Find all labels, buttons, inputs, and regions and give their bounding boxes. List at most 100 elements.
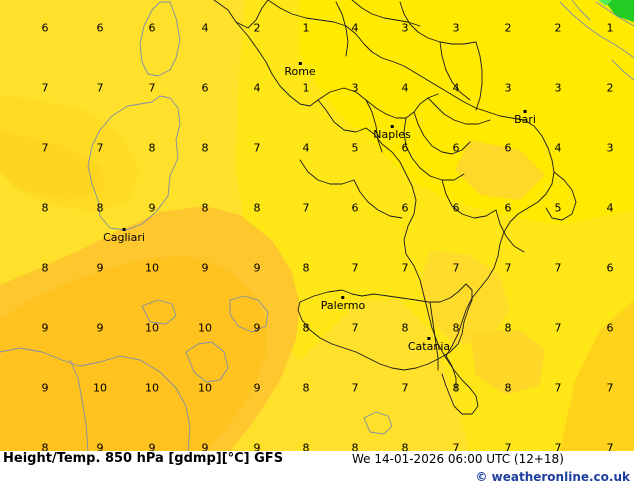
corsica-coastline bbox=[139, 1, 181, 77]
coastline-border-layer bbox=[0, 0, 634, 451]
tunisia-border-west bbox=[69, 359, 89, 451]
temperature-value: 4 bbox=[351, 21, 359, 35]
island-shape-b bbox=[141, 299, 177, 325]
temperature-value: 4 bbox=[554, 141, 562, 155]
small-island-north-africa bbox=[229, 295, 269, 333]
temperature-value: 8 bbox=[401, 321, 409, 335]
balkan-coast-4 bbox=[611, 59, 634, 81]
copyright-credit: © weatheronline.co.uk bbox=[475, 470, 630, 484]
po-river-line bbox=[335, 1, 349, 57]
temperature-value: 10 bbox=[198, 321, 212, 335]
temperature-value: 6 bbox=[606, 261, 614, 275]
temperature-value: 2 bbox=[606, 81, 614, 95]
region-border-basilicata bbox=[441, 179, 497, 219]
region-border-campania bbox=[353, 179, 403, 219]
temperature-value: 7 bbox=[606, 441, 614, 452]
temperature-value: 7 bbox=[351, 381, 359, 395]
temperature-value: 6 bbox=[148, 21, 156, 35]
tunisia-coastline bbox=[0, 347, 191, 451]
temperature-value: 7 bbox=[401, 381, 409, 395]
region-border-puglia bbox=[495, 209, 525, 253]
temperature-value: 6 bbox=[96, 21, 104, 35]
shade-cold-green bbox=[604, 0, 634, 22]
temperature-value: 1 bbox=[606, 21, 614, 35]
temperature-value: 6 bbox=[401, 141, 409, 155]
balkan-coast-3 bbox=[571, 0, 591, 21]
temperature-value: 10 bbox=[93, 381, 107, 395]
temperature-value: 8 bbox=[41, 201, 49, 215]
cap-bon bbox=[185, 341, 229, 383]
weather-map[interactable]: 6 6 6 4 2 1 4 3 3 2 2 1 7 7 7 6 4 1 3 4 4 3 3 2 7 7 8 8 7 4 5 6 6 6 4 3 8 8 9 8… bbox=[0, 0, 634, 451]
temperature-value: 9 bbox=[201, 261, 209, 275]
temperature-value: 8 bbox=[96, 201, 104, 215]
temperature-value: 8 bbox=[504, 321, 512, 335]
calabria-toe bbox=[441, 373, 479, 415]
temperature-value: 9 bbox=[41, 321, 49, 335]
temperature-value: 10 bbox=[145, 321, 159, 335]
temperature-value: 7 bbox=[554, 321, 562, 335]
temperature-value: 2 bbox=[554, 21, 562, 35]
model-run-info: We 14-01-2026 06:00 UTC (12+18) bbox=[352, 452, 564, 466]
temperature-value: 8 bbox=[351, 441, 359, 452]
island-shape-c bbox=[363, 411, 393, 435]
temperature-value: 6 bbox=[201, 81, 209, 95]
temperature-value: 9 bbox=[41, 381, 49, 395]
shade-band-central bbox=[300, 0, 634, 225]
temperature-value: 4 bbox=[606, 201, 614, 215]
temperature-value: 7 bbox=[302, 201, 310, 215]
temperature-value: 7 bbox=[452, 261, 460, 275]
temperature-value: 8 bbox=[201, 201, 209, 215]
temperature-value: 8 bbox=[452, 381, 460, 395]
temperature-value: 8 bbox=[253, 201, 261, 215]
tuscany-coast bbox=[235, 21, 319, 107]
shade-warm-east bbox=[420, 250, 510, 345]
temperature-value: 9 bbox=[253, 261, 261, 275]
temperature-value: 7 bbox=[606, 381, 614, 395]
sardinia-coastline bbox=[87, 95, 181, 231]
temperature-value: 7 bbox=[41, 81, 49, 95]
temperature-value: 4 bbox=[401, 81, 409, 95]
temperature-value: 4 bbox=[253, 81, 261, 95]
temperature-value: 8 bbox=[302, 441, 310, 452]
temperature-value: 8 bbox=[41, 441, 49, 452]
shade-warm-nw-inner bbox=[0, 130, 105, 200]
temperature-value: 7 bbox=[351, 321, 359, 335]
region-border-marche bbox=[427, 97, 491, 125]
shade-warm-se bbox=[560, 300, 634, 451]
temperature-value: 9 bbox=[148, 441, 156, 452]
temperature-value: 6 bbox=[504, 201, 512, 215]
balkan-coast-2 bbox=[595, 1, 634, 27]
sicily-coastline bbox=[297, 283, 473, 371]
temperature-value: 7 bbox=[351, 261, 359, 275]
region-border-south-lazio bbox=[299, 159, 355, 185]
temperature-value: 7 bbox=[253, 141, 261, 155]
temperature-value: 6 bbox=[41, 21, 49, 35]
temperature-value: 7 bbox=[96, 81, 104, 95]
temperature-value: 7 bbox=[96, 141, 104, 155]
lazio-campania-calabria-coast bbox=[317, 99, 471, 389]
temperature-value: 7 bbox=[452, 441, 460, 452]
temperature-value: 4 bbox=[201, 21, 209, 35]
temperature-value: 7 bbox=[148, 81, 156, 95]
alpine-border bbox=[351, 0, 421, 27]
temperature-value: 9 bbox=[96, 441, 104, 452]
temperature-value: 2 bbox=[253, 21, 261, 35]
shade-cold-green-light bbox=[598, 0, 612, 6]
salento-coast bbox=[545, 171, 577, 221]
temperature-value: 3 bbox=[606, 141, 614, 155]
temperature-value: 7 bbox=[41, 141, 49, 155]
chart-title: Height/Temp. 850 hPa [gdmp][°C] GFS bbox=[3, 451, 284, 466]
map-footer: Height/Temp. 850 hPa [gdmp][°C] GFS We 1… bbox=[0, 451, 634, 490]
temperature-value: 8 bbox=[41, 261, 49, 275]
northern-border bbox=[399, 1, 477, 45]
temperature-value: 9 bbox=[148, 201, 156, 215]
region-border-center bbox=[317, 87, 439, 119]
temperature-value: 10 bbox=[198, 381, 212, 395]
shade-warm-apennine bbox=[455, 140, 545, 200]
temperature-value: 4 bbox=[452, 81, 460, 95]
temperature-value: 6 bbox=[504, 141, 512, 155]
region-border-molise bbox=[403, 117, 465, 181]
temperature-value: 7 bbox=[504, 441, 512, 452]
temperature-value: 7 bbox=[401, 261, 409, 275]
temperature-value: 2 bbox=[504, 21, 512, 35]
